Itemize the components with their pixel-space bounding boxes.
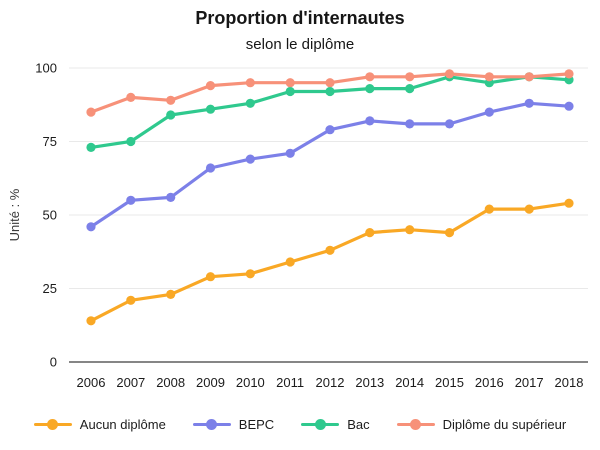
data-point-diplome-du-superieur-2018	[564, 69, 574, 79]
legend-line-dot-icon	[301, 418, 340, 430]
x-tick-label: 2018	[555, 375, 584, 390]
x-tick-label: 2013	[355, 375, 384, 390]
data-point-bepc-2008	[166, 192, 176, 202]
data-point-bepc-2010	[245, 154, 255, 164]
data-point-diplome-du-superieur-2012	[325, 78, 335, 88]
data-point-bepc-2015	[444, 119, 455, 129]
data-point-aucun-diplome-2013	[365, 228, 375, 238]
data-point-diplome-du-superieur-2006	[86, 107, 96, 117]
data-point-aucun-diplome-2018	[564, 198, 574, 208]
y-tick-label: 0	[50, 355, 57, 370]
y-tick-label: 75	[43, 134, 57, 149]
x-tick-label: 2009	[196, 375, 225, 390]
data-point-aucun-diplome-2012	[325, 245, 335, 255]
data-point-bac-2006	[86, 142, 96, 152]
x-tick-label: 2006	[77, 375, 106, 390]
legend-label: BEPC	[238, 416, 275, 432]
data-point-bepc-2009	[205, 163, 216, 173]
data-point-aucun-diplome-2006	[86, 316, 96, 326]
x-tick-label: 2016	[475, 375, 504, 390]
data-point-bepc-2016	[484, 107, 494, 117]
data-point-aucun-diplome-2015	[444, 228, 455, 238]
x-tick-label: 2011	[276, 375, 304, 390]
data-point-aucun-diplome-2008	[166, 289, 176, 299]
data-point-diplome-du-superieur-2008	[166, 95, 176, 105]
legend-line-dot-icon	[396, 418, 435, 430]
x-tick-label: 2012	[316, 375, 345, 390]
data-point-bepc-2011	[285, 148, 295, 158]
data-point-diplome-du-superieur-2009	[205, 81, 216, 91]
data-point-diplome-du-superieur-2007	[126, 92, 136, 102]
data-point-bepc-2006	[86, 222, 96, 232]
legend-item-aucun-diplome[interactable]: Aucun diplôme	[33, 416, 166, 432]
series-diplome-du-superieur	[86, 69, 574, 117]
x-tick-label: 2010	[236, 375, 265, 390]
x-tick-label: 2007	[116, 375, 145, 390]
chart-legend: Aucun diplôme BEPC Bac Diplôme du supérieur	[0, 410, 600, 438]
data-point-diplome-du-superieur-2014	[405, 72, 415, 82]
series-line-aucun-diplome	[89, 201, 571, 323]
data-point-bac-2014	[405, 84, 415, 94]
data-point-diplome-du-superieur-2017	[524, 72, 534, 82]
chart-subtitle: selon le diplôme	[245, 36, 355, 53]
x-tick-label: 2015	[435, 375, 464, 390]
data-point-aucun-diplome-2007	[126, 295, 136, 305]
data-point-diplome-du-superieur-2016	[484, 72, 494, 82]
y-tick-label: 25	[43, 281, 57, 296]
data-point-diplome-du-superieur-2011	[285, 78, 295, 88]
data-point-diplome-du-superieur-2013	[365, 72, 375, 82]
data-point-bac-2009	[205, 104, 216, 114]
x-tick-label: 2017	[515, 375, 544, 390]
series-aucun-diplome	[86, 198, 574, 326]
data-point-aucun-diplome-2011	[285, 257, 295, 267]
data-point-bepc-2007	[126, 195, 136, 205]
data-point-aucun-diplome-2016	[484, 204, 494, 214]
x-axis-tick-labels: 2006 2007 2008 2009 2010 2011 2012 2013 2014 2015…	[77, 375, 584, 390]
data-point-bac-2012	[325, 86, 335, 97]
x-tick-label: 2014	[395, 375, 424, 390]
x-tick-label: 2008	[156, 375, 185, 390]
y-tick-label: 100	[35, 61, 57, 76]
data-point-bac-2011	[285, 86, 295, 97]
data-point-bepc-2012	[325, 125, 335, 135]
data-point-diplome-du-superieur-2015	[444, 69, 455, 79]
y-axis-title: Unité : %	[7, 188, 22, 241]
data-point-bepc-2017	[524, 98, 534, 108]
data-point-aucun-diplome-2017	[524, 204, 534, 214]
data-point-bac-2007	[126, 136, 136, 147]
legend-line-dot-icon	[33, 418, 72, 430]
data-point-bepc-2013	[365, 116, 375, 126]
legend-item-bepc[interactable]: BEPC	[192, 416, 275, 432]
data-point-bac-2008	[166, 110, 176, 120]
data-point-diplome-du-superieur-2010	[245, 78, 255, 88]
legend-item-bac[interactable]: Bac	[301, 416, 370, 432]
data-point-bepc-2018	[564, 101, 574, 111]
chart-title: Proportion d'internautes	[195, 8, 405, 28]
y-axis-tick-labels: 0 25 50 75 100	[35, 61, 57, 370]
y-tick-label: 50	[43, 208, 57, 223]
data-point-bac-2013	[365, 84, 375, 94]
data-point-bepc-2014	[405, 119, 415, 129]
legend-label: Aucun diplôme	[79, 416, 166, 432]
data-point-aucun-diplome-2010	[245, 269, 255, 279]
legend-label: Bac	[347, 416, 370, 432]
data-point-aucun-diplome-2009	[205, 272, 216, 282]
legend-item-diplome-du-superieur[interactable]: Diplôme du supérieur	[396, 416, 567, 432]
data-point-aucun-diplome-2014	[405, 225, 415, 235]
data-point-bac-2010	[245, 98, 255, 108]
legend-label: Diplôme du supérieur	[442, 416, 567, 432]
series-bepc	[86, 98, 574, 232]
gridlines	[69, 67, 588, 363]
legend-line-dot-icon	[192, 418, 231, 430]
